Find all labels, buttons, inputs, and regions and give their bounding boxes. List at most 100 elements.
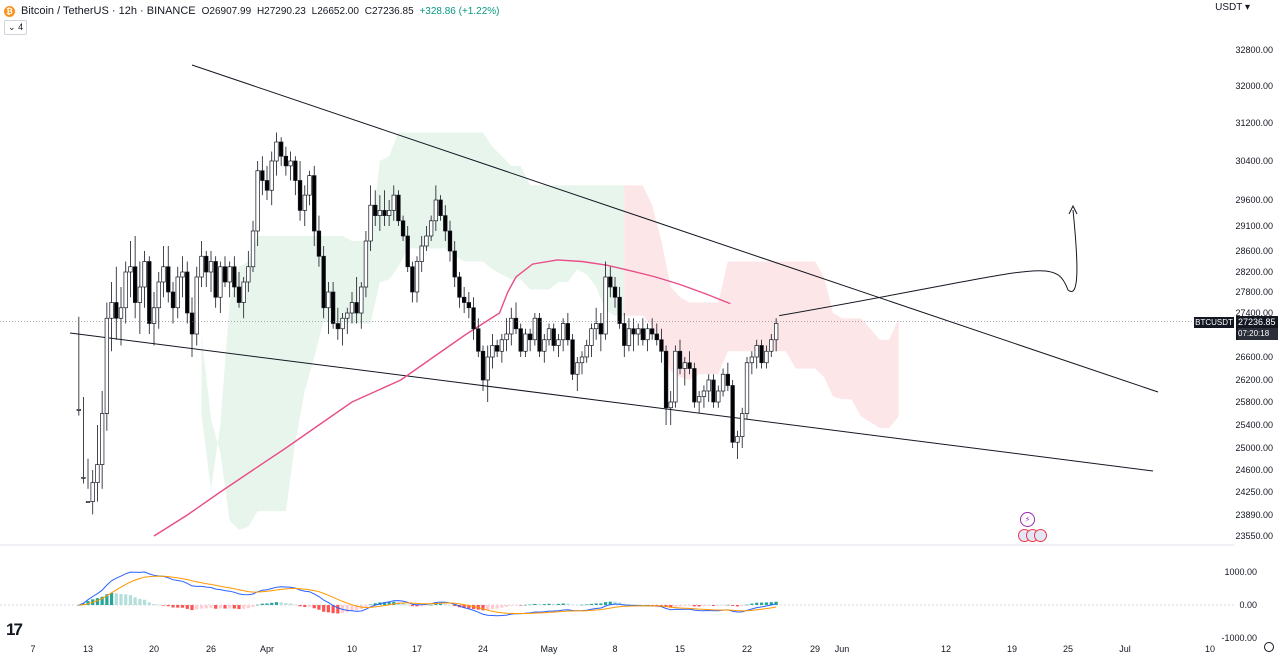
candle-body-down [457,276,462,298]
candle-body-up [485,356,490,381]
candle [443,205,448,241]
candle [744,357,750,420]
macd-histogram-bar [223,605,227,609]
candle-body-down [297,180,303,211]
settings-icon[interactable] [1264,642,1274,652]
candle-body-up [424,235,429,247]
macd-histogram-bar [317,605,321,610]
macd-histogram-bar [284,603,288,605]
candle [405,226,410,272]
candle-body-down [382,210,387,216]
candle-body-down [132,266,138,303]
macd-histogram-bar [495,605,499,609]
candle-body-up [673,350,678,403]
macd-histogram-bar [218,605,222,609]
candle-body-down [147,261,152,324]
macd-histogram-bar [481,605,485,611]
candle-body-up [151,307,157,324]
time-tick-label: 29 [810,644,820,654]
price-tick-label: 24250.00 [1235,487,1273,497]
macd-histogram-bar [716,605,720,606]
candle-body-up [579,356,585,364]
price-tick-label: 25400.00 [1235,420,1273,430]
macd-histogram-bar [176,605,180,608]
candle [542,334,547,363]
macd-histogram-bar [552,603,556,605]
candle [340,313,345,346]
candle [575,357,580,391]
candle-body-up [428,220,434,237]
candle-body-down [677,350,683,369]
macd-histogram-bar [622,603,626,605]
candle [773,318,779,352]
price-tick-label: 24600.00 [1235,465,1273,475]
candle [170,282,176,324]
ohlc-values: O26907.99 H27290.23 L26652.00 C27236.85 … [202,6,503,17]
macd-histogram-bar [260,603,264,605]
macd-histogram-bar [438,603,443,605]
indicators-toggle-button[interactable]: ⌄ 4 [4,20,28,35]
candle [560,318,566,352]
candle-body-down [608,276,613,288]
macd-histogram-bar [190,605,194,611]
candle-body-up [208,261,214,273]
candle [509,307,514,346]
macd-histogram-bar [270,602,274,605]
candle [76,316,81,416]
price-tick-label: 29600.00 [1235,195,1273,205]
candle [457,272,462,308]
symbol-title[interactable]: Bitcoin / TetherUS · 12h · BINANCE [21,5,196,17]
candle-body-down [725,373,731,386]
lightning-icon[interactable]: ⚡ [1020,512,1035,527]
macd-histogram-bar [631,604,636,606]
candle-body-up [546,328,552,341]
candle [377,195,383,231]
candle [123,261,128,324]
price-tick-label: 32000.00 [1235,81,1273,91]
macd-histogram-bar [650,605,654,606]
candle-body-up [523,333,528,352]
candle [740,407,745,448]
candle-body-down [617,296,622,324]
candle [612,277,618,308]
tradingview-logo-icon[interactable]: 17 [6,620,23,639]
candle-body-down [598,323,604,335]
macd-histogram-bar [256,604,260,606]
close-value: C27236.85 [364,5,414,17]
candle-body-down [513,317,519,330]
macd-histogram-bar [242,605,246,609]
candle [255,161,260,246]
candle-body-up [274,141,279,162]
macd-histogram-bar [711,605,716,606]
macd-tick-label: 1000.00 [1224,567,1257,577]
candle [302,185,307,226]
candle-body-up [180,271,185,278]
candle [307,170,312,206]
candle [759,339,764,369]
candle [622,313,627,357]
candle-body-up [99,413,105,465]
us-flag-icon[interactable] [1034,529,1047,542]
macd-histogram-bar [448,604,452,606]
candle-body-up [269,160,274,191]
time-tick-label: 10 [1205,644,1215,654]
macd-histogram-bar [368,604,373,606]
macd-histogram-bar [683,605,687,607]
projection-arrowhead [1068,204,1078,215]
candle [668,391,673,425]
candle-body-down [466,302,472,309]
candle-body-down [279,141,284,157]
time-tick-label: 15 [675,644,685,654]
currency-selector[interactable]: USDT ▾ [1215,2,1250,13]
events-markers[interactable]: ⚡ [1018,512,1054,546]
candle [316,215,322,267]
candle-body-up [560,323,566,341]
candle [410,261,415,303]
candle-body-up [137,286,143,303]
candle [532,313,538,346]
ichimoku-cloud [201,132,899,530]
macd-histogram-bar [589,603,594,605]
candle [326,282,331,334]
